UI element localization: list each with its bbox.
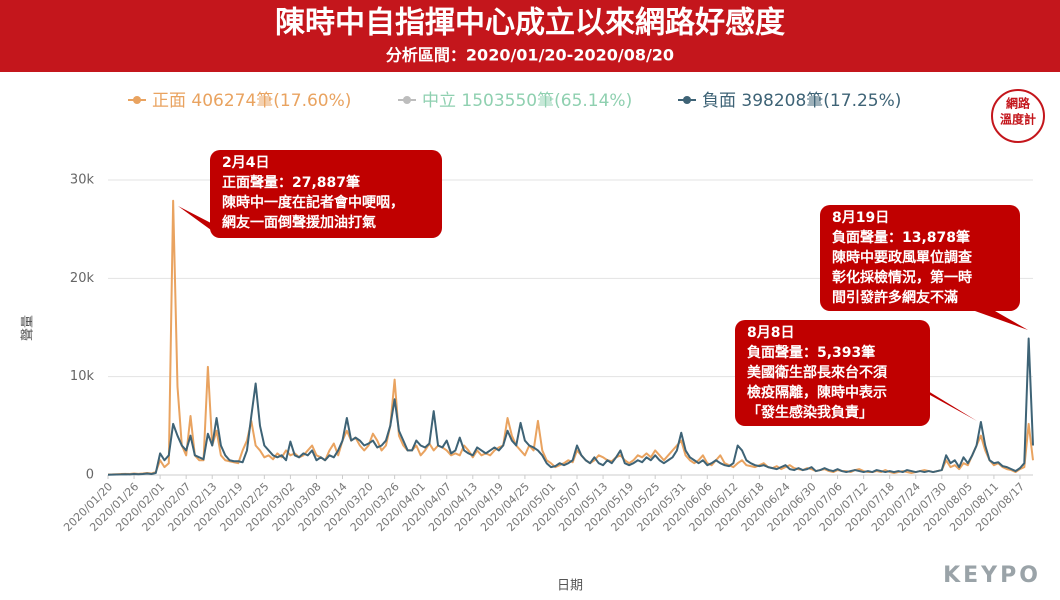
logo-text: 溫度計 <box>1000 112 1036 127</box>
callout-text: 負面聲量：13,878筆 <box>832 229 970 246</box>
header-band <box>0 0 1060 72</box>
callout-text: 陳時中一度在記者會中哽咽， <box>222 194 404 211</box>
callout-text: 8月8日 <box>747 325 794 341</box>
callout-text: 負面聲量：5,393筆 <box>747 344 875 361</box>
callout-text: 彰化採檢情況，第一時 <box>832 269 972 286</box>
y-tick-label: 10k <box>70 369 95 384</box>
chart-title: 陳時中自指揮中心成立以來網路好感度 <box>275 6 785 41</box>
callout-box <box>820 205 1020 311</box>
logo-text: 網路 <box>1006 96 1031 111</box>
legend-label: 中立 1503550筆(65.14%) <box>422 91 632 111</box>
callout-text: 陳時中要政風單位調查 <box>832 249 973 266</box>
series-line <box>107 337 1034 476</box>
legend-marker <box>133 96 141 104</box>
callout-text: 網友一面倒聲援加油打氣 <box>222 214 376 231</box>
callout-box <box>735 320 930 426</box>
legend-label: 正面 406274筆(17.60%) <box>152 91 351 111</box>
callout-text: 間引發許多網友不滿 <box>832 289 958 306</box>
legend-marker <box>403 96 411 104</box>
callout-text: 檢疫隔離，陳時中表示 <box>747 384 887 401</box>
callout-text: 美國衛生部長來台不須 <box>747 364 888 381</box>
y-axis-label: 聲量 <box>20 315 36 341</box>
callout-text: 「發生感染我負責」 <box>747 404 873 421</box>
callout-pointer <box>975 311 1028 330</box>
x-axis-label: 日期 <box>557 579 583 594</box>
brand: KEYPO <box>943 563 1041 588</box>
y-tick-label: 20k <box>70 271 95 286</box>
legend-label: 負面 398208筆(17.25%) <box>702 91 901 111</box>
y-tick-label: 0 <box>86 468 94 483</box>
callout-text: 正面聲量：27,887筆 <box>222 174 360 191</box>
callout-box <box>210 150 442 238</box>
legend-marker <box>683 96 691 104</box>
callout-text: 8月19日 <box>832 210 889 226</box>
y-tick-label: 30k <box>70 173 95 188</box>
callout-text: 2月4日 <box>222 155 269 171</box>
logo <box>991 89 1045 143</box>
chart-subtitle: 分析區間：2020/01/20-2020/08/20 <box>386 46 674 65</box>
